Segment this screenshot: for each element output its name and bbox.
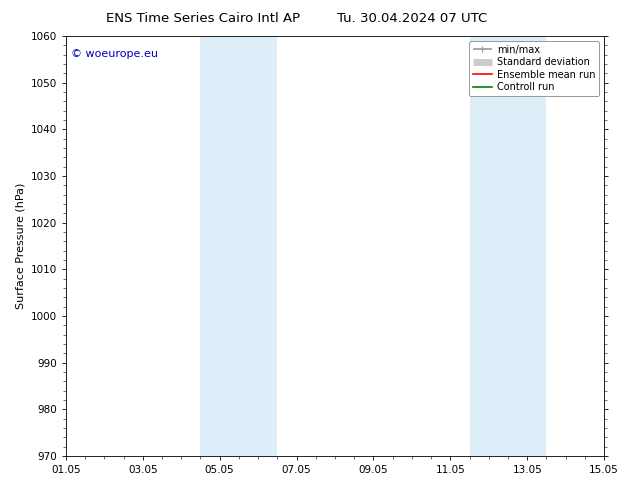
Bar [470, 36, 547, 456]
Bar [200, 36, 277, 456]
Y-axis label: Surface Pressure (hPa): Surface Pressure (hPa) [15, 183, 25, 309]
Text: ENS Time Series Cairo Intl AP: ENS Time Series Cairo Intl AP [106, 12, 300, 25]
Legend: min/max, Standard deviation, Ensemble mean run, Controll run: min/max, Standard deviation, Ensemble me… [469, 41, 599, 96]
Text: Tu. 30.04.2024 07 UTC: Tu. 30.04.2024 07 UTC [337, 12, 487, 25]
Text: © woeurope.eu: © woeurope.eu [71, 49, 158, 59]
